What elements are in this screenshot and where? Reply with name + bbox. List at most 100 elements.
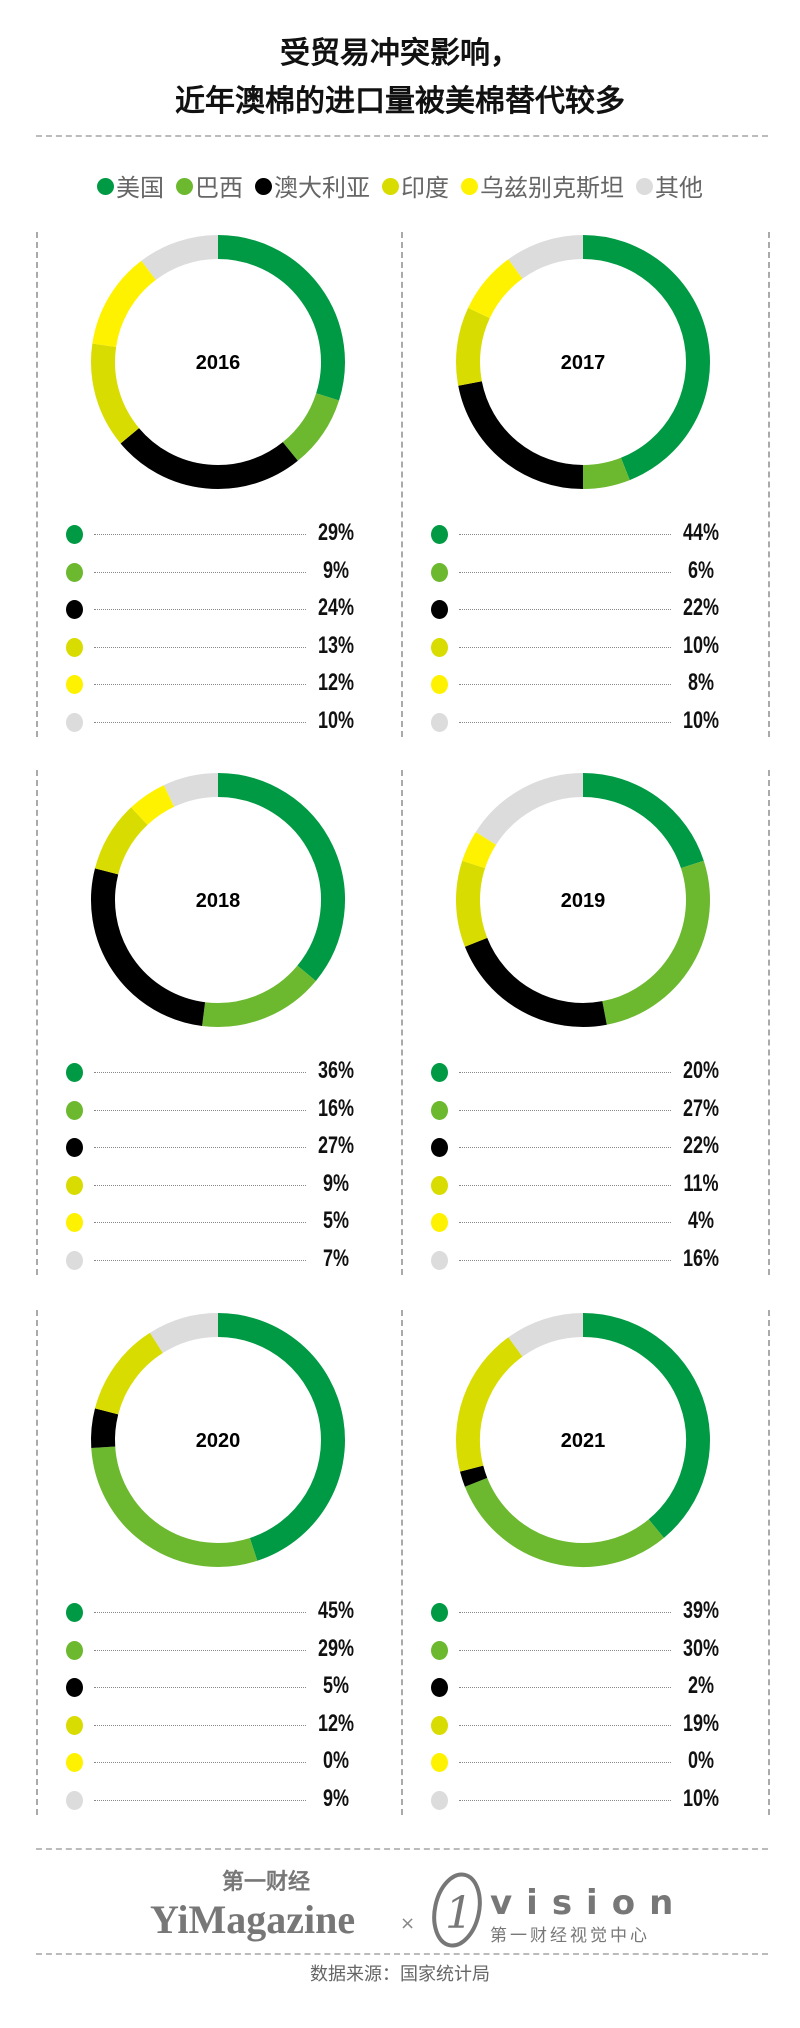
donut-chart-2016: 2016: [91, 235, 345, 489]
data-label: 2%: [687, 1672, 715, 1699]
donut-slice: [464, 937, 607, 1027]
donut-slice: [582, 1313, 710, 1538]
value-row: 6%: [431, 557, 731, 587]
data-label: 11%: [683, 1169, 719, 1197]
leader-line: [94, 646, 306, 648]
value-row: 27%: [431, 1095, 731, 1125]
donut-slice: [464, 1477, 664, 1567]
series-dot-icon: [66, 1175, 83, 1195]
donut-slice: [202, 965, 316, 1027]
leader-line: [459, 1222, 671, 1223]
legend-label: 澳大利亚: [274, 174, 370, 202]
value-row: 10%: [66, 707, 366, 737]
series-dot-icon: [431, 562, 448, 582]
leader-line: [459, 1649, 671, 1651]
value-row: 12%: [66, 1710, 366, 1740]
legend-label: 乌兹别克斯坦: [480, 174, 624, 202]
leader-line: [94, 1724, 306, 1726]
donut-slice: [468, 259, 523, 319]
legend-item: 巴西: [176, 174, 243, 202]
data-label: 4%: [687, 1207, 715, 1234]
legend-label: 巴西: [195, 174, 243, 202]
data-label: 16%: [317, 1094, 355, 1122]
leader-line: [459, 646, 671, 648]
donut-slice: [456, 1337, 523, 1472]
donut-slice: [91, 868, 206, 1026]
series-dot-icon: [431, 1138, 448, 1157]
donut-year-label: 2020: [196, 1430, 241, 1452]
leader-line: [459, 684, 671, 685]
value-row: 22%: [431, 1132, 731, 1162]
value-row: 27%: [66, 1132, 366, 1162]
series-dot-icon: [431, 637, 448, 657]
divider: [36, 1848, 768, 1850]
title-line-2: 近年澳棉的进口量被美棉替代较多: [175, 84, 625, 119]
title-line-1: 受贸易冲突影响，: [280, 36, 520, 71]
leader-line: [94, 1072, 306, 1073]
data-label: 10%: [682, 1784, 720, 1812]
series-dot-icon: [66, 1063, 83, 1082]
series-dot-icon: [431, 1213, 448, 1232]
panel-divider: [401, 232, 403, 737]
data-label: 44%: [682, 519, 720, 546]
series-dot-icon: [431, 1753, 448, 1772]
value-row: 22%: [431, 594, 731, 624]
leader-line: [94, 1687, 306, 1688]
donut-slice: [92, 260, 157, 348]
data-label: 10%: [682, 631, 720, 659]
series-dot-icon: [431, 1603, 448, 1622]
leader-line: [94, 1612, 306, 1613]
donut-chart-2020: 2020: [91, 1313, 345, 1567]
leader-line: [459, 1612, 671, 1613]
data-label: 27%: [682, 1094, 720, 1122]
series-dot-icon: [66, 1753, 83, 1772]
donut-slice: [217, 235, 345, 401]
leader-line: [94, 1109, 306, 1111]
value-row: 29%: [66, 519, 366, 549]
leader-line: [459, 1762, 671, 1763]
leader-line: [94, 534, 306, 535]
value-row: 16%: [66, 1095, 366, 1125]
vision-logo-icon: 1: [432, 1872, 482, 1948]
vision-logo-text: vision: [490, 1883, 688, 1923]
value-row: 44%: [431, 519, 731, 549]
leader-line: [94, 609, 306, 610]
value-row: 10%: [431, 1785, 731, 1815]
donut-slice: [149, 1313, 219, 1354]
panel-divider: [36, 1310, 38, 1815]
leader-line: [94, 684, 306, 685]
series-dot-icon: [431, 1790, 448, 1810]
donut-slice: [459, 1465, 488, 1487]
data-label: 22%: [682, 1132, 720, 1159]
donut-slice: [217, 1313, 345, 1561]
data-label: 8%: [687, 669, 715, 696]
panel-divider: [36, 770, 38, 1275]
value-row: 2%: [431, 1672, 731, 1702]
value-row: 10%: [431, 707, 731, 737]
donut-slice: [475, 773, 584, 846]
series-dot-icon: [66, 675, 83, 694]
donut-slice: [217, 773, 345, 981]
donut-slice: [582, 235, 710, 481]
leader-line: [94, 1799, 306, 1801]
series-dot-icon: [431, 1100, 448, 1120]
data-label: 45%: [317, 1597, 355, 1624]
value-row: 12%: [66, 669, 366, 699]
leader-line: [459, 571, 671, 573]
donut-slice: [94, 1332, 164, 1415]
series-dot-icon: [431, 1063, 448, 1082]
data-label: 16%: [682, 1244, 720, 1272]
legend-label: 美国: [116, 174, 164, 202]
donut-slice: [602, 860, 710, 1025]
donut-chart-2021: 2021: [456, 1313, 710, 1567]
series-dot-icon: [431, 1250, 448, 1270]
leader-line: [94, 1147, 306, 1148]
donut-year-label: 2018: [196, 890, 241, 912]
donut-chart-2019: 2019: [456, 773, 710, 1027]
leader-line: [459, 1687, 671, 1688]
leader-line: [94, 571, 306, 573]
donut-year-label: 2017: [561, 352, 606, 374]
value-row: 24%: [66, 594, 366, 624]
panel-divider: [36, 232, 38, 737]
value-row: 5%: [66, 1672, 366, 1702]
